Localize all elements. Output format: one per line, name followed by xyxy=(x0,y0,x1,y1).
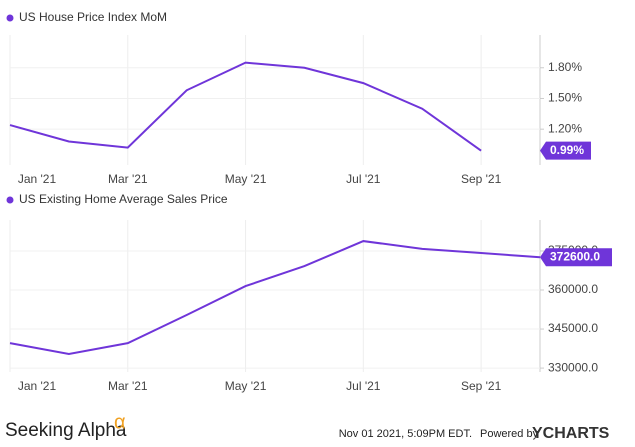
x-tick-label: May '21 xyxy=(225,172,267,186)
legend-dot xyxy=(6,14,14,22)
x-tick-label: Mar '21 xyxy=(108,379,148,393)
x-tick-label: Sep '21 xyxy=(461,172,502,186)
y-tick-label: 345000.0 xyxy=(548,321,598,335)
x-tick-label: Jul '21 xyxy=(346,172,381,186)
x-tick-label: Jul '21 xyxy=(346,379,381,393)
y-tick-label: 330000.0 xyxy=(548,360,598,374)
legend-dot xyxy=(6,196,14,204)
line xyxy=(9,61,482,152)
provider: YCHARTS xyxy=(532,425,610,442)
timestamp: Nov 01 2021, 5:09PM EDT. xyxy=(339,428,472,440)
x-tick-label: Sep '21 xyxy=(461,379,502,393)
value-label: 0.99% xyxy=(550,143,584,157)
value-label-box xyxy=(540,141,591,160)
value-label: 372600.0 xyxy=(550,249,600,263)
powered-by: Powered by xyxy=(480,428,539,440)
x-tick-label: Jan '21 xyxy=(18,172,57,186)
y-tick-label: 1.80% xyxy=(548,60,582,74)
y-tick-label: 360000.0 xyxy=(548,282,598,296)
legend-label: US Existing Home Average Sales Price xyxy=(19,192,228,206)
x-tick-label: May '21 xyxy=(225,379,267,393)
x-tick-label: Mar '21 xyxy=(108,172,148,186)
legend-label: US House Price Index MoM xyxy=(19,10,167,24)
y-tick-label: 1.20% xyxy=(548,121,582,135)
y-tick-label: 1.50% xyxy=(548,91,582,105)
value-label-box xyxy=(540,248,612,267)
brand-mark: α xyxy=(114,411,126,433)
line xyxy=(9,240,541,356)
brand: Seeking Alpha xyxy=(5,420,127,441)
x-tick-label: Jan '21 xyxy=(18,379,57,393)
